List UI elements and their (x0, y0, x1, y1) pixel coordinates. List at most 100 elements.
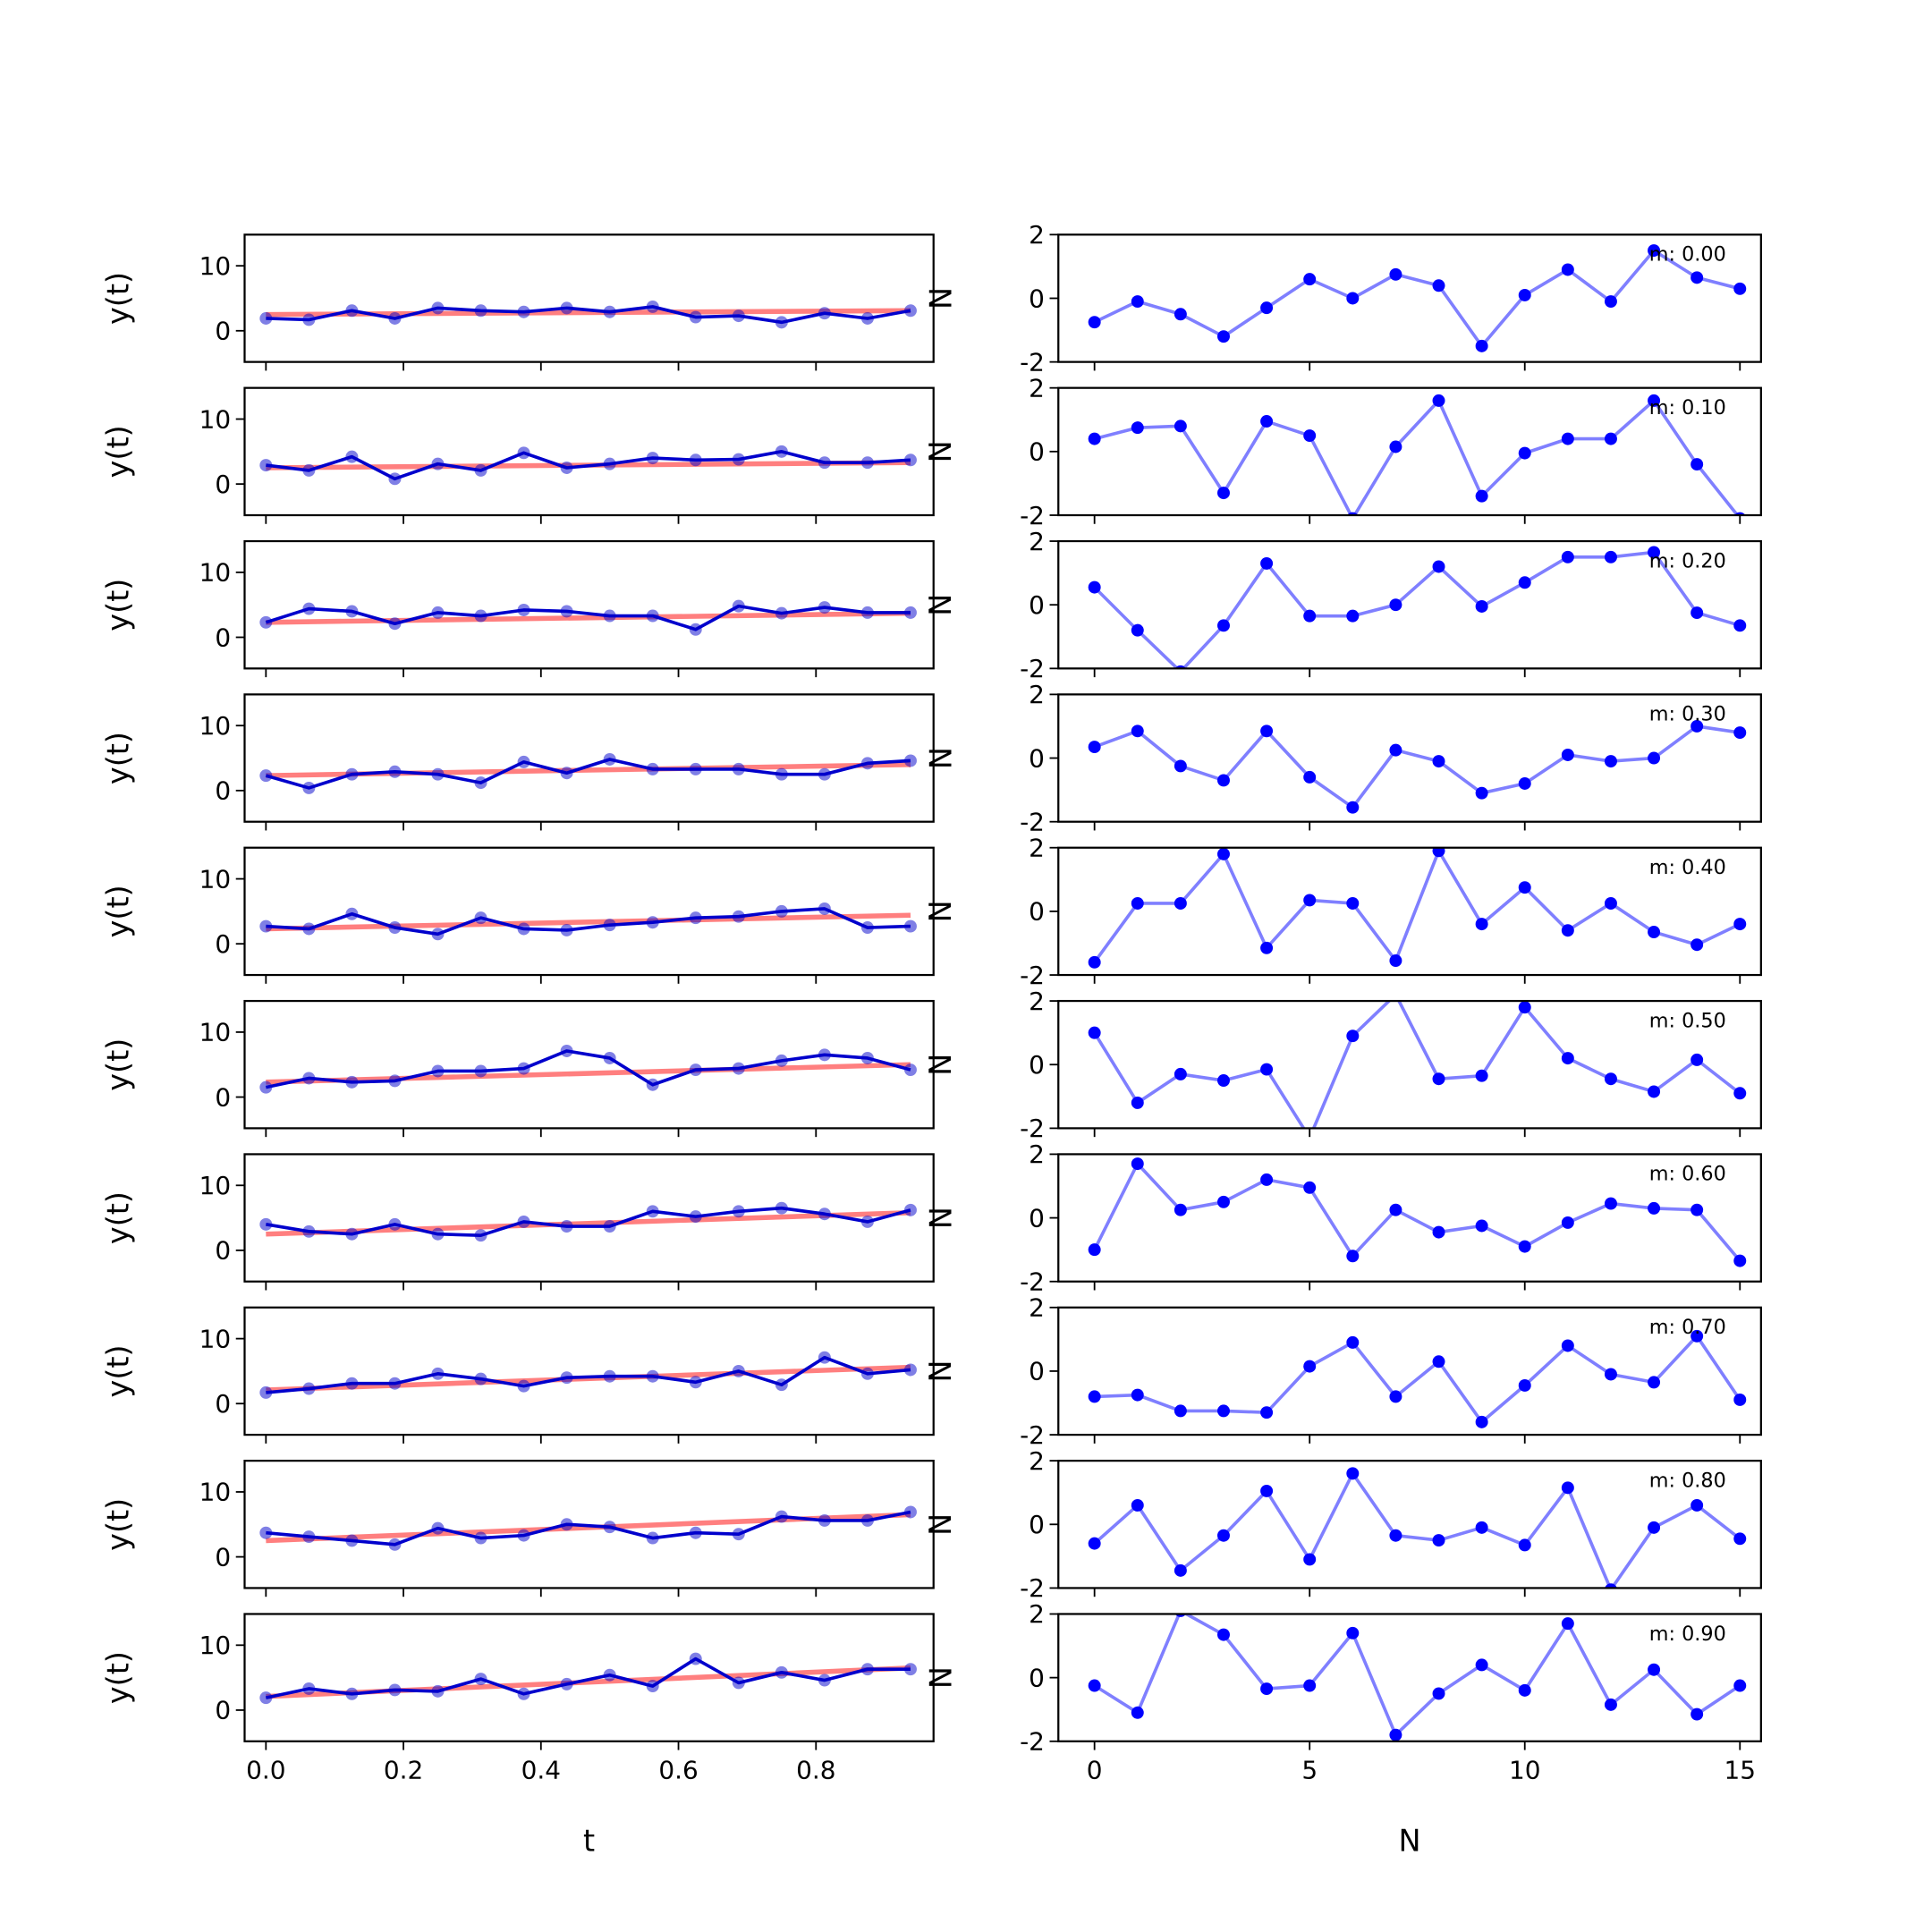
series-marker (1260, 1063, 1274, 1076)
series-marker (302, 1682, 316, 1695)
axes-frame (1057, 1460, 1762, 1589)
y-tick-label: 0 (215, 929, 231, 959)
series-marker (818, 307, 831, 320)
series-line (265, 1049, 911, 1089)
series-marker (603, 1521, 616, 1534)
series-marker (818, 1351, 831, 1364)
series-line (265, 758, 911, 790)
series-marker (646, 1078, 659, 1091)
series-marker (1475, 1219, 1488, 1233)
series-marker (1346, 1250, 1360, 1263)
series-marker (1088, 1537, 1101, 1550)
series-marker (1518, 288, 1531, 301)
series-marker (388, 765, 402, 778)
y-tick-label: 2 (1029, 1293, 1045, 1323)
y-tick-label: 0 (215, 1082, 231, 1112)
series-marker (560, 767, 573, 780)
annotation: m: 0.50 (1649, 1009, 1726, 1032)
series-marker (603, 1369, 616, 1383)
series-marker (1561, 924, 1574, 937)
series-marker (1303, 273, 1317, 286)
series-line (266, 1355, 911, 1394)
series-marker (1648, 1376, 1661, 1389)
plot-area (1088, 847, 1747, 969)
series-marker (517, 305, 530, 318)
series-marker (1432, 279, 1445, 292)
series-marker (1561, 1216, 1574, 1229)
x-tick-label: 0.2 (384, 1756, 423, 1785)
series-marker (646, 452, 659, 465)
series-marker (603, 919, 616, 932)
series-marker (1303, 1679, 1317, 1692)
series-marker (732, 1205, 745, 1218)
series-marker (1561, 1339, 1574, 1352)
series-marker (603, 1220, 616, 1233)
series-line (265, 1657, 911, 1699)
annotation: m: 0.00 (1649, 243, 1726, 267)
y-tick-label: -2 (1020, 1727, 1045, 1757)
series-marker (1260, 1173, 1274, 1186)
series-marker (1604, 897, 1617, 910)
series-marker (388, 1217, 402, 1231)
axes-frame (243, 693, 935, 823)
series-marker (1131, 724, 1144, 738)
series-marker (1131, 1706, 1144, 1719)
x-tick-label: 10 (1509, 1756, 1541, 1785)
series-marker (1475, 1521, 1488, 1534)
y-axis-label: N (923, 747, 958, 769)
series-marker (560, 605, 573, 618)
annotation: m: 0.20 (1649, 549, 1726, 572)
series-marker (1432, 1072, 1445, 1086)
plot-area (259, 753, 917, 794)
series-marker (1690, 606, 1704, 620)
series-marker (302, 463, 316, 477)
axes-frame (1057, 999, 1762, 1130)
series-marker (474, 1372, 487, 1385)
series-marker (646, 609, 659, 623)
series-marker (603, 609, 616, 623)
series-marker (388, 1074, 402, 1088)
y-tick-label: 2 (1029, 1446, 1045, 1476)
series-marker (1648, 751, 1661, 765)
plot-area (1088, 394, 1746, 515)
series-marker (302, 1530, 316, 1544)
annotation: m: 0.90 (1649, 1623, 1726, 1646)
y-tick-label: 0 (1029, 1663, 1045, 1692)
series-marker (1260, 1484, 1274, 1497)
series-marker (1605, 1583, 1617, 1589)
series-marker (1088, 1679, 1101, 1692)
y-tick-label: -2 (1020, 347, 1045, 377)
series-marker (689, 1210, 702, 1224)
plot-area (259, 1201, 917, 1242)
series-marker (1690, 1498, 1704, 1512)
series-marker (1648, 394, 1661, 407)
y-tick-label: -2 (1020, 654, 1045, 683)
series-line (266, 305, 911, 325)
series-marker (1346, 292, 1360, 305)
series-marker (1174, 1404, 1187, 1418)
series-marker (1389, 1203, 1402, 1216)
axes-frame (1057, 693, 1762, 823)
series-line (266, 450, 911, 481)
series-marker (345, 1075, 359, 1089)
series-marker (1174, 1203, 1187, 1216)
series-marker (560, 923, 573, 936)
series-marker (1475, 339, 1488, 352)
series-marker (1346, 609, 1360, 623)
series-marker (775, 1665, 788, 1679)
series-marker (474, 609, 487, 623)
series-marker (1131, 295, 1144, 309)
series-marker (259, 1526, 273, 1539)
series-marker (1088, 316, 1101, 329)
y-axis-label: N (923, 1207, 958, 1229)
axes-frame (1057, 233, 1762, 363)
y-axis-label: N (923, 900, 958, 922)
series-marker (1260, 556, 1274, 570)
series-marker (388, 1683, 402, 1697)
series-marker (903, 606, 917, 619)
series-marker (345, 605, 359, 618)
series-marker (860, 456, 874, 470)
series-marker (431, 457, 445, 470)
series-marker (903, 1663, 917, 1676)
